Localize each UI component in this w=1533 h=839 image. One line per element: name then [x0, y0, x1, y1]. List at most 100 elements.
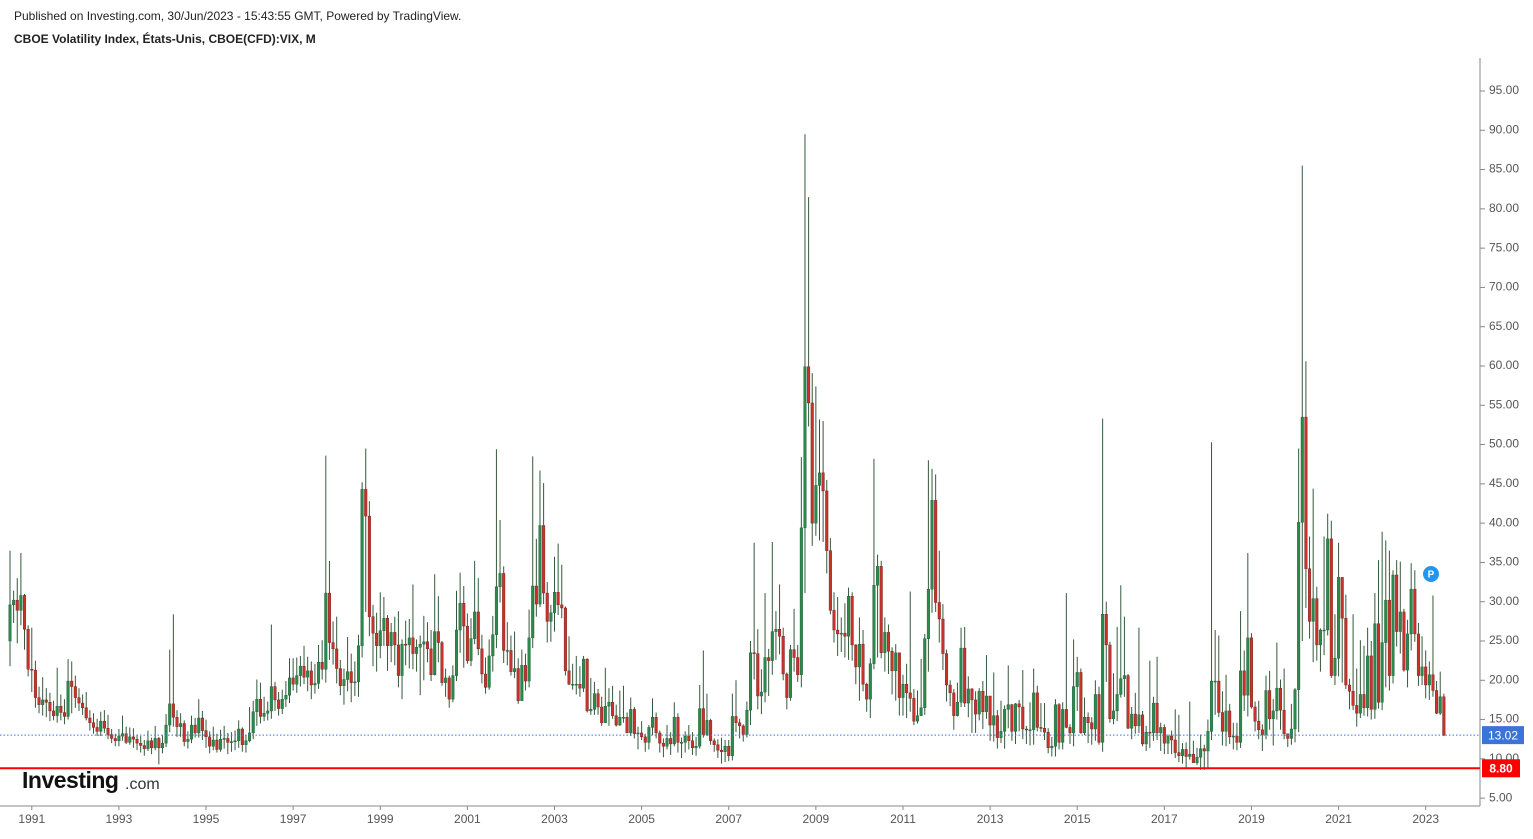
candle-body	[571, 684, 575, 686]
candle-body	[1006, 704, 1010, 710]
candle-body	[578, 684, 582, 689]
candle-body	[19, 595, 23, 611]
candle-body	[8, 604, 12, 642]
candle-body	[1413, 588, 1417, 635]
candle-body	[389, 632, 393, 646]
candle-body	[1159, 727, 1163, 734]
candle-body	[1326, 538, 1330, 631]
candle-body	[1064, 709, 1068, 728]
candle-body	[1329, 538, 1333, 676]
candle-body	[160, 742, 164, 749]
candle-body	[302, 665, 306, 678]
candle-body	[636, 732, 640, 735]
candle-body	[106, 728, 110, 735]
candle-body	[1043, 728, 1047, 733]
candle-body	[513, 668, 517, 672]
x-tick-label: 2009	[803, 812, 830, 826]
candle-body	[1438, 696, 1442, 714]
candle-body	[1286, 733, 1290, 739]
x-tick-label: 2011	[890, 812, 916, 826]
candle-body	[614, 715, 618, 726]
y-tick-label: 60.00	[1489, 358, 1519, 372]
candle-body	[124, 733, 128, 743]
candle-body	[832, 610, 836, 631]
candle-body	[84, 707, 88, 719]
candle-body	[661, 742, 665, 747]
candle-body	[926, 588, 930, 639]
candle-body	[277, 699, 281, 709]
candle-body	[930, 500, 934, 590]
candle-body	[1050, 746, 1054, 749]
candle-body	[226, 738, 230, 743]
x-tick-label: 2019	[1238, 812, 1265, 826]
candle-body	[1130, 713, 1134, 729]
candle-body	[422, 641, 426, 645]
candle-body	[560, 604, 564, 609]
candle-body	[1155, 702, 1159, 734]
candle-body	[342, 679, 346, 686]
candle-body	[966, 688, 970, 704]
candle-body	[407, 637, 411, 646]
candle-body	[589, 709, 593, 712]
candle-body	[1072, 686, 1076, 734]
x-tick-label: 1999	[367, 812, 394, 826]
candle-body	[596, 693, 600, 708]
candle-body	[767, 657, 771, 661]
candle-body	[411, 637, 415, 654]
candle-body	[280, 698, 284, 709]
candle-body	[273, 686, 277, 701]
last-price-box	[1482, 726, 1524, 745]
candle-body	[1151, 702, 1155, 734]
candle-body	[418, 643, 422, 648]
candle-body	[934, 500, 938, 603]
candle-body	[1242, 670, 1246, 696]
y-tick-label: 50.00	[1489, 437, 1519, 451]
candle-body	[912, 698, 916, 722]
candle-body	[698, 708, 702, 747]
candle-body	[890, 651, 894, 672]
candle-body	[839, 632, 843, 635]
candle-body	[1420, 666, 1424, 676]
candle-body	[807, 366, 811, 404]
candle-body	[1032, 692, 1036, 730]
candle-body	[139, 742, 143, 746]
candle-body	[857, 643, 861, 668]
candle-body	[538, 525, 542, 605]
candle-body	[70, 680, 74, 687]
candle-body	[1191, 753, 1195, 763]
candle-body	[542, 525, 546, 594]
candle-body	[730, 716, 734, 756]
candle-body	[487, 655, 491, 688]
candle-body	[168, 703, 172, 726]
candle-body	[745, 709, 749, 735]
candle-body	[1079, 672, 1083, 734]
x-tick-label: 1995	[193, 812, 220, 826]
candle-body	[1337, 577, 1341, 659]
candle-body	[1431, 674, 1435, 691]
candle-body	[371, 616, 375, 634]
candle-body	[643, 736, 647, 743]
candle-body	[810, 402, 814, 524]
candle-body	[658, 732, 662, 744]
candle-body	[1108, 644, 1112, 719]
y-tick-label: 95.00	[1489, 83, 1519, 97]
candle-body	[179, 723, 183, 727]
y-tick-label: 65.00	[1489, 319, 1519, 333]
candle-body	[1090, 722, 1094, 730]
level-label-box	[1482, 759, 1520, 778]
candle-body	[716, 744, 720, 751]
candle-body	[1369, 655, 1373, 710]
candle-body	[1202, 748, 1206, 752]
candle-body	[55, 706, 59, 716]
candle-body	[1126, 675, 1130, 729]
note-marker[interactable]: P	[1423, 566, 1439, 582]
candle-body	[1021, 706, 1025, 730]
x-tick-label: 2003	[541, 812, 568, 826]
candle-body	[62, 712, 66, 717]
candle-body	[759, 691, 763, 697]
y-tick-label: 35.00	[1489, 555, 1519, 569]
candle-body	[701, 708, 705, 735]
candle-body	[1246, 637, 1250, 696]
candle-body	[1268, 690, 1272, 719]
